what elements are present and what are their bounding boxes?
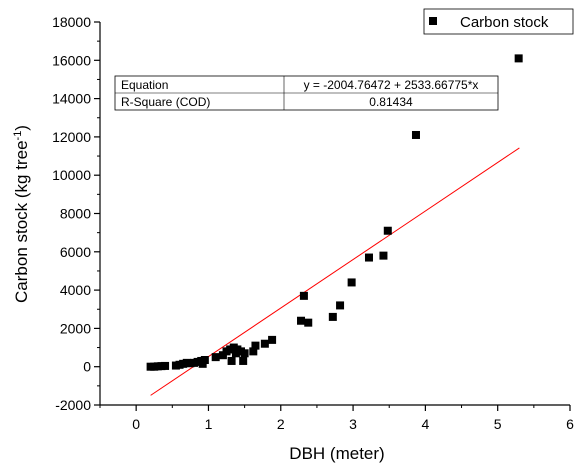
x-tick-label: 2 [277, 416, 285, 432]
x-axis-title: DBH (meter) [289, 444, 384, 463]
data-point [328, 312, 337, 321]
y-axis-title: Carbon stock (kg tree-1) [12, 125, 31, 303]
equation-value: y = -2004.76472 + 2533.66775*x [304, 78, 479, 92]
y-tick-label: 12000 [52, 129, 91, 145]
data-point [411, 130, 420, 139]
y-axis-title-close: ) [12, 125, 31, 131]
data-point [240, 349, 249, 358]
legend-frame [423, 8, 574, 35]
y-tick-label: -2000 [55, 397, 91, 413]
data-point [200, 355, 209, 364]
stats-table: Equation y = -2004.76472 + 2533.66775*x … [114, 75, 499, 111]
y-tick-label: 10000 [52, 167, 91, 183]
y-tick-label: 18000 [52, 14, 91, 30]
legend-marker [429, 17, 437, 25]
legend: Carbon stock [423, 8, 574, 35]
y-tick-label: 8000 [60, 206, 91, 222]
data-point [251, 341, 260, 350]
data-point [249, 347, 258, 356]
y-tick-label: 14000 [52, 91, 91, 107]
x-tick-label: 5 [494, 416, 502, 432]
y-tick-label: 4000 [60, 282, 91, 298]
axes-layer: -200002000400060008000100001200014000160… [52, 14, 574, 432]
x-tick-label: 1 [205, 416, 213, 432]
y-tick-label: 6000 [60, 244, 91, 260]
data-point [227, 356, 236, 365]
y-axis-title-main: Carbon stock (kg tree [12, 140, 31, 303]
y-tick-label: 2000 [60, 320, 91, 336]
equation-label: Equation [121, 78, 168, 92]
data-point [299, 291, 308, 300]
data-point [304, 318, 313, 327]
data-point [364, 253, 373, 262]
data-point [239, 356, 248, 365]
x-tick-label: 4 [421, 416, 429, 432]
legend-label: Carbon stock [460, 14, 549, 31]
data-points-layer [146, 54, 523, 371]
data-point [336, 301, 345, 310]
data-point [260, 339, 269, 348]
data-point [383, 226, 392, 235]
data-point [161, 361, 170, 370]
r-square-value: 0.81434 [369, 95, 413, 109]
data-point [211, 353, 220, 362]
data-point [514, 54, 523, 63]
y-tick-label: 16000 [52, 52, 91, 68]
y-tick-label: 0 [83, 359, 91, 375]
y-axis-title-superscript: -1 [12, 131, 24, 141]
r-square-label: R-Square (COD) [121, 95, 210, 109]
x-tick-label: 6 [566, 416, 574, 432]
x-tick-label: 0 [132, 416, 140, 432]
data-point [268, 335, 277, 344]
data-point [379, 251, 388, 260]
x-tick-label: 3 [349, 416, 357, 432]
data-point [297, 316, 306, 325]
data-point [347, 278, 356, 287]
